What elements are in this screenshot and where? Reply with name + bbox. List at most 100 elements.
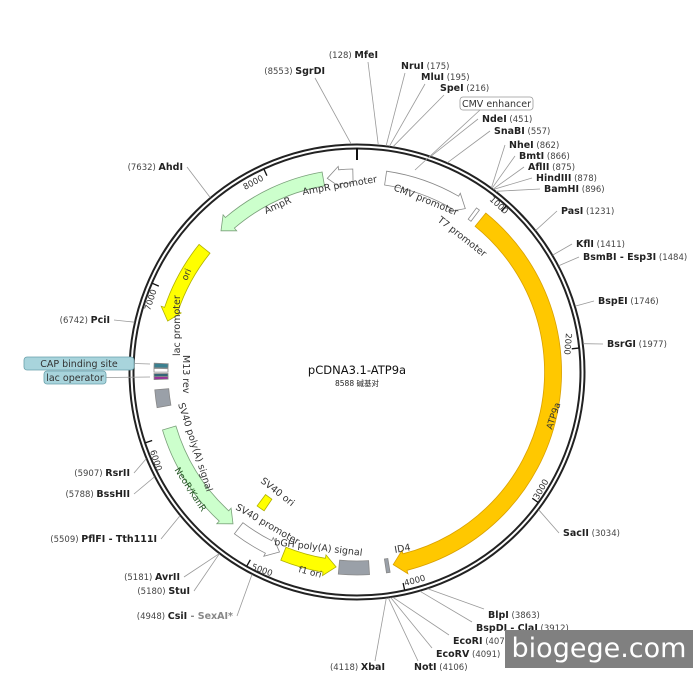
enzyme-label-ecori[interactable]: EcoRI (4079) — [453, 636, 513, 647]
enzyme-label-avrii[interactable]: (5181) AvrII — [124, 572, 180, 583]
enzyme-name: BamHI — [544, 184, 579, 195]
enzyme-position: (5180) — [137, 587, 168, 597]
enzyme-position: (3912) — [538, 624, 569, 634]
enzyme-position: (4118) — [330, 663, 361, 673]
boxed-label-cap-binding-site[interactable]: CAP binding site — [40, 359, 118, 370]
enzyme-label-nrui[interactable]: NruI (175) — [401, 61, 450, 72]
enzyme-name: EcoRV — [436, 649, 470, 660]
enzyme-label-mfei[interactable]: (128) MfeI — [329, 50, 378, 61]
enzyme-position: (5181) — [124, 573, 155, 583]
plasmid-name: pCDNA3.1-ATP9a — [308, 363, 406, 377]
enzyme-line — [385, 72, 406, 147]
tick-label: 4000 — [403, 574, 426, 589]
enzyme-line — [491, 144, 506, 189]
enzyme-name: SnaBI — [494, 126, 525, 137]
tick-mark — [571, 347, 579, 350]
enzyme-line — [133, 476, 155, 495]
enzyme-position: (862) — [534, 141, 560, 151]
feature-ori — [160, 243, 211, 322]
enzyme-line — [183, 553, 220, 578]
tick-label: 6000 — [147, 449, 163, 473]
boxed-label-cmv-enhancer[interactable]: CMV enhancer — [462, 99, 531, 110]
enzyme-label-ndei[interactable]: NdeI (451) — [482, 114, 532, 125]
enzyme-position: (128) — [329, 51, 355, 61]
enzyme-name: BlpI — [488, 610, 509, 621]
enzyme-name: SpeI — [440, 83, 464, 94]
enzyme-label-ahdi[interactable]: (7632) AhdI — [128, 162, 183, 173]
enzyme-line — [392, 596, 450, 636]
enzyme-line — [389, 83, 426, 147]
enzyme-label-bmti[interactable]: BmtI (866) — [519, 151, 570, 162]
enzyme-label-bsmbi-esp3i[interactable]: BsmBI - Esp3I (1484) — [583, 252, 687, 263]
boxed-label-line — [133, 363, 151, 365]
enzyme-label-pasi[interactable]: PasI (1231) — [561, 206, 614, 217]
tick-label: 3000 — [532, 478, 551, 502]
enzyme-name: AhdI — [159, 162, 183, 173]
enzyme-label-pflfi-tth111i[interactable]: (5509) PflFI - Tth111I — [50, 534, 157, 545]
feature-label-m13-rev[interactable]: M13 rev — [180, 355, 191, 394]
enzyme-label-ecorv[interactable]: EcoRV (4091) — [436, 649, 500, 660]
enzyme-name: BspEI — [598, 296, 628, 307]
enzyme-label-rsrii[interactable]: (5907) RsrII — [74, 468, 130, 479]
enzyme-label-noti[interactable]: NotI (4106) — [414, 662, 468, 673]
enzyme-label-spei[interactable]: SpeI (216) — [440, 83, 489, 94]
enzyme-position: (557) — [525, 127, 551, 137]
enzyme-label-pcii[interactable]: (6742) PciI — [60, 315, 110, 326]
enzyme-name: AvrII — [155, 572, 180, 583]
tick-label: 5000 — [250, 562, 274, 579]
enzyme-position: (875) — [549, 163, 575, 173]
enzyme-label-mlui[interactable]: MluI (195) — [421, 72, 470, 83]
features — [153, 165, 562, 577]
enzyme-label-sgrdi[interactable]: (8553) SgrDI — [264, 66, 325, 77]
tick-mark — [152, 282, 160, 287]
enzyme-label-csii[interactable]: (4948) CsiI - SexAI* — [137, 611, 233, 622]
enzyme-name: BssHII — [96, 489, 130, 500]
enzyme-label-bsrgi[interactable]: BsrGI (1977) — [607, 339, 667, 350]
enzyme-name: PasI — [561, 206, 583, 217]
feature-f1-ori — [280, 546, 337, 577]
feature-label-ori[interactable]: ori — [181, 268, 195, 283]
enzyme-line — [493, 177, 533, 190]
enzyme-label-bspdi-clai[interactable]: BspDI - ClaI (3912) — [476, 623, 569, 634]
feature-t7-promoter — [467, 207, 480, 222]
enzyme-label-blpi[interactable]: BlpI (3863) — [488, 610, 540, 621]
enzyme-line — [392, 94, 445, 148]
enzyme-name: RsrII — [105, 468, 130, 479]
boxed-label-lac-operator[interactable]: lac operator — [46, 373, 104, 384]
feature-ampr — [220, 171, 325, 232]
enzyme-lines — [113, 61, 604, 662]
enzyme-label-aflii[interactable]: AflII (875) — [528, 162, 575, 173]
enzyme-position: (866) — [544, 152, 570, 162]
enzyme-label-snabi[interactable]: SnaBI (557) — [494, 126, 550, 137]
enzyme-label-bsshii[interactable]: (5788) BssHII — [65, 489, 130, 500]
enzyme-label-bamhi[interactable]: BamHI (896) — [544, 184, 605, 195]
enzyme-position: (3863) — [509, 611, 540, 621]
enzyme-label-bspei[interactable]: BspEI (1746) — [598, 296, 659, 307]
enzyme-label-hindiii[interactable]: HindIII (878) — [536, 173, 597, 184]
enzyme-position: (4079) — [483, 637, 514, 647]
enzyme-line — [430, 118, 479, 157]
enzyme-position: (451) — [507, 115, 533, 125]
tick-mark — [500, 205, 507, 212]
feature-id4 — [383, 558, 391, 574]
enzyme-line — [236, 574, 253, 617]
enzyme-label-xbai[interactable]: (4118) XbaI — [330, 662, 385, 673]
enzyme-position: (5788) — [65, 490, 96, 500]
enzyme-label-sacii[interactable]: SacII (3034) — [563, 528, 620, 539]
enzyme-position: (896) — [579, 185, 605, 195]
enzyme-name: HindIII — [536, 173, 571, 184]
enzyme-line — [314, 77, 352, 145]
enzyme-position: (175) — [424, 62, 450, 72]
enzyme-position: (1484) — [656, 253, 687, 263]
enzyme-label-kfli[interactable]: KflI (1411) — [576, 239, 625, 250]
feature-label-id4[interactable]: ID4 — [394, 542, 412, 556]
feature-label-lac-promoter[interactable]: lac promoter — [172, 295, 183, 356]
enzyme-position: (8553) — [264, 67, 295, 77]
enzyme-label-nhei[interactable]: NheI (862) — [509, 140, 559, 151]
enzyme-name: XbaI — [361, 662, 385, 673]
boxed-label-line — [105, 376, 151, 378]
enzyme-line — [538, 509, 560, 534]
feature-neor-kanr — [162, 425, 234, 525]
tick-mark — [246, 559, 251, 567]
enzyme-label-stui[interactable]: (5180) StuI — [137, 586, 190, 597]
